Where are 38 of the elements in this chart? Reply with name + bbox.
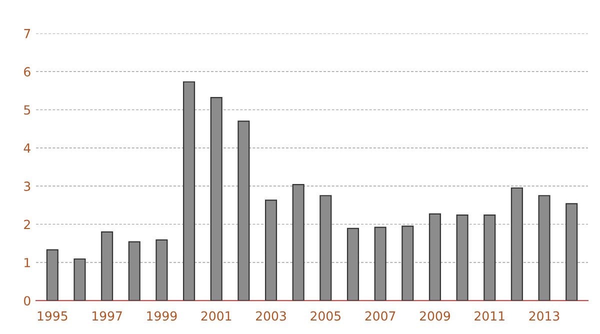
x-tick-label: 1999	[147, 311, 177, 321]
y-tick-label: 4	[24, 144, 30, 153]
bar	[484, 214, 496, 301]
y-tick-label: 2	[24, 220, 30, 230]
bar	[264, 200, 278, 301]
x-tick-label: 2007	[365, 311, 396, 321]
bar	[101, 231, 114, 301]
bar	[374, 226, 386, 301]
x-tick-label: 1995	[38, 311, 68, 321]
y-tick-label: 1	[24, 258, 30, 268]
x-tick-label: 1997	[92, 311, 122, 321]
bar	[538, 195, 550, 301]
y-tick-label: 6	[24, 67, 30, 76]
x-tick-label: 2009	[420, 311, 450, 321]
bar	[428, 213, 441, 301]
bar	[74, 258, 86, 301]
bar	[128, 241, 140, 301]
bar	[156, 239, 168, 301]
y-tick-label: 0	[24, 296, 30, 306]
bar	[292, 184, 304, 301]
x-tick-label: 2011	[474, 311, 504, 321]
x-tick-label: 2013	[529, 311, 560, 321]
y-tick-label: 7	[24, 29, 30, 38]
y-tick-label: 3	[24, 182, 30, 192]
x-tick-label: 2001	[201, 311, 232, 321]
y-tick-label: 5	[24, 105, 30, 115]
bar	[238, 120, 250, 301]
x-tick-label: 2003	[256, 311, 286, 321]
bar	[456, 214, 468, 301]
bar	[510, 187, 523, 301]
bar	[320, 195, 332, 301]
bar	[210, 96, 222, 301]
bar	[566, 203, 578, 301]
x-tick-label: 2005	[310, 311, 340, 321]
bar	[346, 228, 360, 301]
bar	[183, 81, 196, 301]
bar	[402, 226, 414, 301]
bar	[46, 249, 58, 301]
